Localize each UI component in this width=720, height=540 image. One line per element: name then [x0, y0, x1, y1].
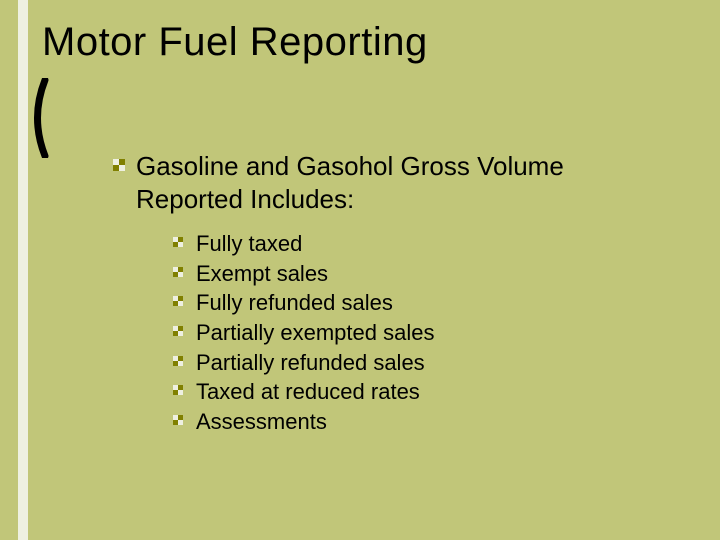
list-item: Fully taxed [172, 229, 672, 259]
sublist: Fully taxed Exempt sales Fully refunde [172, 229, 672, 437]
list-item: Taxed at reduced rates [172, 377, 672, 407]
item-text: Partially refunded sales [196, 350, 425, 375]
item-text: Assessments [196, 409, 327, 434]
slide-title: Motor Fuel Reporting [42, 20, 428, 65]
item-text: Partially exempted sales [196, 320, 434, 345]
item-text: Fully refunded sales [196, 290, 393, 315]
list-item: Fully refunded sales [172, 288, 672, 318]
left-stripe [18, 0, 28, 540]
list-item: Partially refunded sales [172, 348, 672, 378]
bullet-lvl2-icon [172, 236, 184, 248]
accent-arc [28, 78, 58, 158]
bullet-lvl2-icon [172, 295, 184, 307]
heading-text: Gasoline and Gasohol Gross Volume Report… [136, 151, 564, 214]
bullet-lvl2-icon [172, 384, 184, 396]
bullet-lvl2-icon [172, 325, 184, 337]
list-item: Exempt sales [172, 259, 672, 289]
list-item: Assessments [172, 407, 672, 437]
content-area: Gasoline and Gasohol Gross Volume Report… [112, 150, 672, 437]
heading-item: Gasoline and Gasohol Gross Volume Report… [112, 150, 672, 215]
item-text: Exempt sales [196, 261, 328, 286]
list-item: Partially exempted sales [172, 318, 672, 348]
item-text: Taxed at reduced rates [196, 379, 420, 404]
bullet-lvl2-icon [172, 355, 184, 367]
bullet-lvl1-icon [112, 158, 126, 172]
item-text: Fully taxed [196, 231, 302, 256]
bullet-lvl2-icon [172, 414, 184, 426]
bullet-lvl2-icon [172, 266, 184, 278]
